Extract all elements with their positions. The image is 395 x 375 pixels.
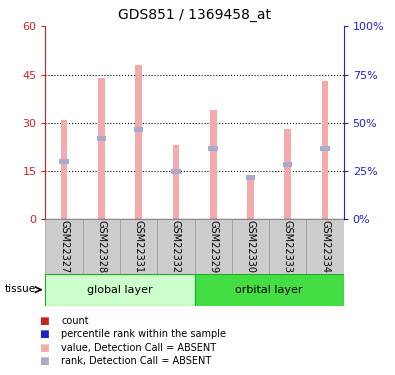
Bar <box>269 219 307 274</box>
Bar <box>61 120 68 219</box>
Text: ■: ■ <box>40 343 49 352</box>
Bar <box>134 127 143 132</box>
Text: global layer: global layer <box>87 285 153 295</box>
Bar <box>45 274 194 306</box>
Bar <box>194 274 344 306</box>
Bar <box>232 219 269 274</box>
Bar <box>173 146 179 219</box>
Text: rank, Detection Call = ABSENT: rank, Detection Call = ABSENT <box>61 356 211 366</box>
Text: percentile rank within the sample: percentile rank within the sample <box>61 329 226 339</box>
Bar <box>135 65 142 219</box>
Text: tissue: tissue <box>5 285 36 294</box>
Text: orbital layer: orbital layer <box>235 285 303 295</box>
Bar <box>98 78 105 219</box>
Text: value, Detection Call = ABSENT: value, Detection Call = ABSENT <box>61 343 216 352</box>
Bar <box>120 219 157 274</box>
Bar <box>283 162 292 167</box>
Text: ■: ■ <box>40 329 49 339</box>
Bar <box>246 175 255 180</box>
Text: GSM22328: GSM22328 <box>96 220 106 273</box>
Bar <box>194 219 232 274</box>
Text: GSM22332: GSM22332 <box>171 220 181 273</box>
Text: GSM22329: GSM22329 <box>208 220 218 273</box>
Text: GSM22330: GSM22330 <box>245 220 256 273</box>
Title: GDS851 / 1369458_at: GDS851 / 1369458_at <box>118 9 271 22</box>
Bar <box>157 219 194 274</box>
Text: ■: ■ <box>40 356 49 366</box>
Bar <box>284 129 291 219</box>
Text: count: count <box>61 316 89 326</box>
Bar <box>45 219 83 274</box>
Bar <box>83 219 120 274</box>
Bar <box>97 136 106 141</box>
Bar <box>171 169 181 174</box>
Bar <box>210 110 216 219</box>
Bar <box>307 219 344 274</box>
Bar <box>59 159 69 164</box>
Bar <box>247 177 254 219</box>
Text: GSM22333: GSM22333 <box>283 220 293 273</box>
Bar <box>322 81 328 219</box>
Text: GSM22331: GSM22331 <box>134 220 144 273</box>
Bar <box>320 146 330 151</box>
Text: GSM22327: GSM22327 <box>59 220 69 273</box>
Bar <box>209 146 218 151</box>
Text: ■: ■ <box>40 316 49 326</box>
Text: GSM22334: GSM22334 <box>320 220 330 273</box>
